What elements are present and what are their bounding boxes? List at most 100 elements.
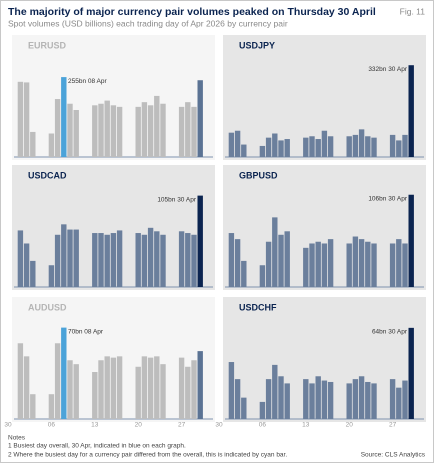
bar — [234, 379, 241, 419]
bar — [396, 140, 402, 157]
bar — [73, 229, 79, 287]
bar — [48, 394, 55, 419]
bar — [54, 99, 61, 157]
bar — [389, 134, 396, 157]
bar — [358, 129, 365, 157]
panel-title: AUDUSD — [28, 302, 67, 312]
bar — [61, 327, 67, 419]
bar — [191, 106, 197, 157]
annotation: 70bn 08 Apr — [68, 328, 104, 335]
bar — [30, 260, 36, 287]
bar — [327, 381, 334, 419]
bar — [259, 145, 266, 157]
bar — [389, 379, 396, 419]
figure-label: Fig. 11 — [400, 6, 426, 16]
x-tick-label: 20 — [346, 422, 354, 429]
bar — [141, 356, 148, 419]
bar — [228, 132, 235, 157]
bar — [135, 106, 141, 157]
x-tick-label: 06 — [259, 422, 267, 429]
bar — [346, 243, 352, 287]
bar — [185, 102, 191, 157]
bar — [365, 381, 371, 419]
bar — [315, 376, 321, 419]
note: 1 Busiest day overall, 30 Apr, indicated… — [8, 443, 186, 450]
bar — [135, 366, 141, 419]
annotation: 106bn 30 Apr — [368, 195, 408, 202]
bar — [259, 265, 266, 287]
title: The majority of major currency pair volu… — [8, 6, 376, 18]
bar — [402, 134, 408, 157]
annotation: 332bn 30 Apr — [368, 66, 408, 73]
bar — [241, 144, 247, 157]
bar — [160, 234, 166, 287]
bar — [48, 133, 55, 157]
bar — [358, 376, 365, 419]
bar — [352, 379, 359, 419]
bar — [352, 134, 359, 157]
bar — [327, 136, 334, 157]
x-tick-label: 20 — [135, 422, 143, 429]
bar — [278, 234, 284, 287]
bar — [116, 230, 123, 287]
bar — [92, 105, 98, 157]
x-tick-label: 06 — [48, 422, 56, 429]
bar — [67, 229, 73, 287]
bar — [147, 357, 154, 419]
bar — [408, 327, 414, 419]
bar — [104, 100, 110, 157]
bar — [389, 243, 396, 287]
annotation: 255bn 08 Apr — [68, 78, 108, 85]
bar — [98, 103, 104, 157]
x-tick-label: 27 — [178, 422, 186, 429]
bar — [135, 233, 141, 287]
bar — [104, 356, 110, 419]
bar — [265, 137, 272, 157]
bar — [321, 243, 328, 287]
source: Source: CLS Analytics — [361, 452, 426, 459]
bar — [371, 383, 377, 419]
bar — [278, 140, 284, 157]
bar — [228, 233, 235, 287]
bar — [154, 95, 160, 157]
bar — [365, 241, 371, 287]
bar — [191, 234, 197, 287]
bar — [321, 130, 328, 157]
x-tick-label: 13 — [302, 422, 310, 429]
bar — [185, 233, 191, 287]
bar — [154, 231, 160, 287]
bar — [61, 77, 67, 157]
bar — [352, 236, 359, 287]
bar — [197, 351, 203, 419]
bar — [67, 103, 73, 157]
bar — [396, 387, 402, 419]
bar — [54, 343, 61, 419]
panel-title: USDJPY — [239, 40, 275, 50]
bar — [178, 231, 185, 287]
bar — [17, 343, 24, 419]
annotation: 64bn 30 Apr — [372, 329, 408, 336]
bar — [110, 357, 117, 419]
bar — [408, 194, 414, 287]
bar — [303, 247, 309, 287]
bar — [408, 65, 414, 157]
bar — [346, 383, 352, 419]
bar — [259, 401, 266, 419]
bar — [309, 243, 315, 287]
bar — [371, 137, 377, 157]
bar — [265, 241, 272, 287]
bar — [67, 360, 73, 419]
bar — [346, 136, 352, 157]
bar — [241, 260, 247, 287]
bar — [234, 130, 241, 157]
bar — [272, 217, 278, 287]
panel-title: EURUSD — [28, 40, 67, 50]
bar — [303, 379, 309, 419]
bar — [23, 82, 30, 157]
bar — [228, 362, 235, 419]
bar — [116, 356, 123, 419]
bar — [365, 136, 371, 157]
bar — [147, 227, 154, 287]
bar — [92, 372, 98, 419]
bar — [73, 110, 79, 157]
